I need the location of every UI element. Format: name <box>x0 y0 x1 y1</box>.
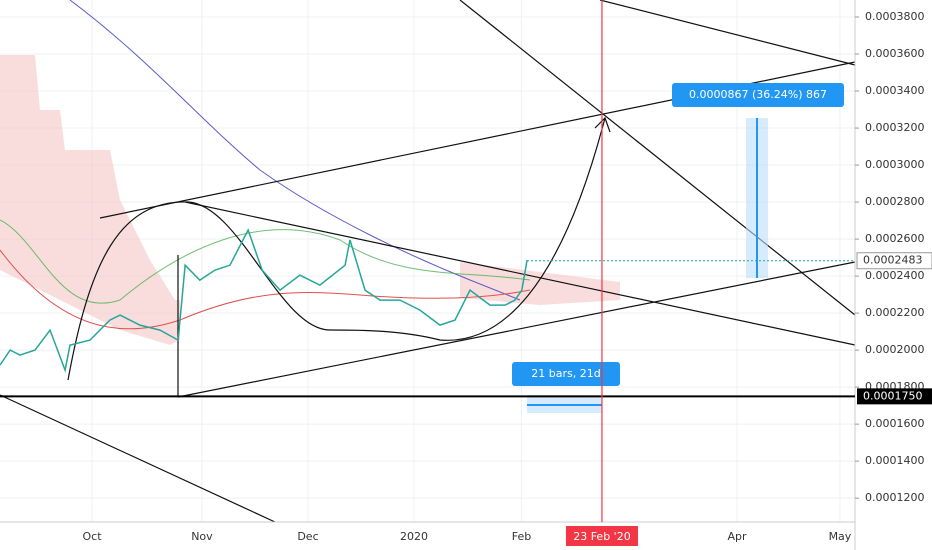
price-line <box>0 228 528 373</box>
moving-average <box>69 0 521 301</box>
y-tick-label: 0.0003600 <box>865 47 925 60</box>
y-tick-label: 0.0003400 <box>865 84 925 97</box>
y-tick-label: 0.0002000 <box>865 343 925 356</box>
cup-arc <box>67 117 606 381</box>
arrow-head <box>594 116 611 133</box>
y-tick-label: 0.0002200 <box>865 306 925 319</box>
date-marker-label: 23 Feb '20 <box>573 530 631 543</box>
trend-line <box>184 201 856 346</box>
x-tick-label: Apr <box>728 530 748 543</box>
y-tick-label: 0.0003000 <box>865 158 925 171</box>
y-tick-label: 0.0002400 <box>865 269 925 282</box>
last-price-tag <box>856 252 932 270</box>
date-marker-tag <box>565 526 638 546</box>
support-tag <box>857 388 932 405</box>
trend-line <box>0 394 276 523</box>
support-label: 0.0001750 <box>863 389 923 402</box>
date-range-label: 21 bars, 21d <box>531 367 600 380</box>
x-tick-label: Feb <box>512 530 531 543</box>
x-tick-label: 2020 <box>400 530 428 543</box>
y-tick-label: 0.0001400 <box>865 454 925 467</box>
moving-average <box>0 249 531 330</box>
x-tick-label: Nov <box>191 530 213 543</box>
y-tick-label: 0.0002600 <box>865 232 925 245</box>
measure-label: 0.0000867 (36.24%) 867 <box>689 88 827 101</box>
y-tick-label: 0.0003800 <box>865 10 925 23</box>
y-tick-label: 0.0001200 <box>865 491 925 504</box>
last-price-label: 0.0002483 <box>863 254 923 267</box>
band <box>0 219 531 304</box>
x-tick-label: May <box>829 530 852 543</box>
x-tick-label: Oct <box>83 530 103 543</box>
measure-label-box <box>672 83 844 107</box>
trend-line <box>599 0 856 66</box>
trend-line <box>177 261 856 398</box>
y-tick-label: 0.0002800 <box>865 195 925 208</box>
cloud <box>0 55 180 345</box>
y-tick-label: 0.0001600 <box>865 417 925 430</box>
trend-line <box>459 0 856 316</box>
x-tick-label: Dec <box>297 530 318 543</box>
y-tick-label: 0.0003200 <box>865 121 925 134</box>
date-range-label-box <box>512 362 620 386</box>
